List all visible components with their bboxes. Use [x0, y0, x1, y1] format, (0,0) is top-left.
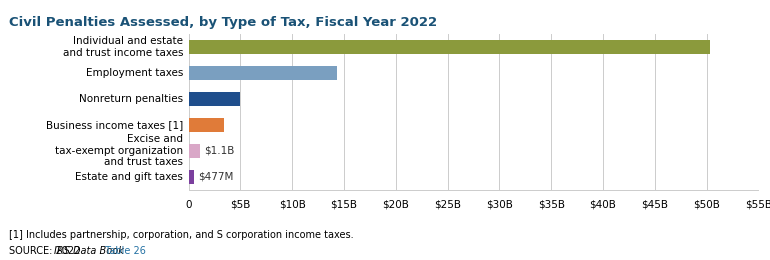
Text: [1] Includes partnership, corporation, and S corporation income taxes.: [1] Includes partnership, corporation, a…: [9, 230, 354, 240]
Bar: [189, 40, 710, 54]
Text: Civil Penalties Assessed, by Type of Tax, Fiscal Year 2022: Civil Penalties Assessed, by Type of Tax…: [9, 16, 437, 29]
Text: IRS Data Book: IRS Data Book: [54, 246, 124, 256]
Bar: [189, 144, 200, 158]
Bar: [189, 92, 240, 106]
Bar: [189, 118, 224, 132]
Text: $1.1B: $1.1B: [204, 146, 235, 156]
Bar: [189, 170, 193, 184]
Text: SOURCE: 2022: SOURCE: 2022: [9, 246, 84, 256]
Text: $477M: $477M: [198, 172, 233, 182]
Bar: [189, 66, 336, 80]
Text: Table 26: Table 26: [102, 246, 146, 256]
